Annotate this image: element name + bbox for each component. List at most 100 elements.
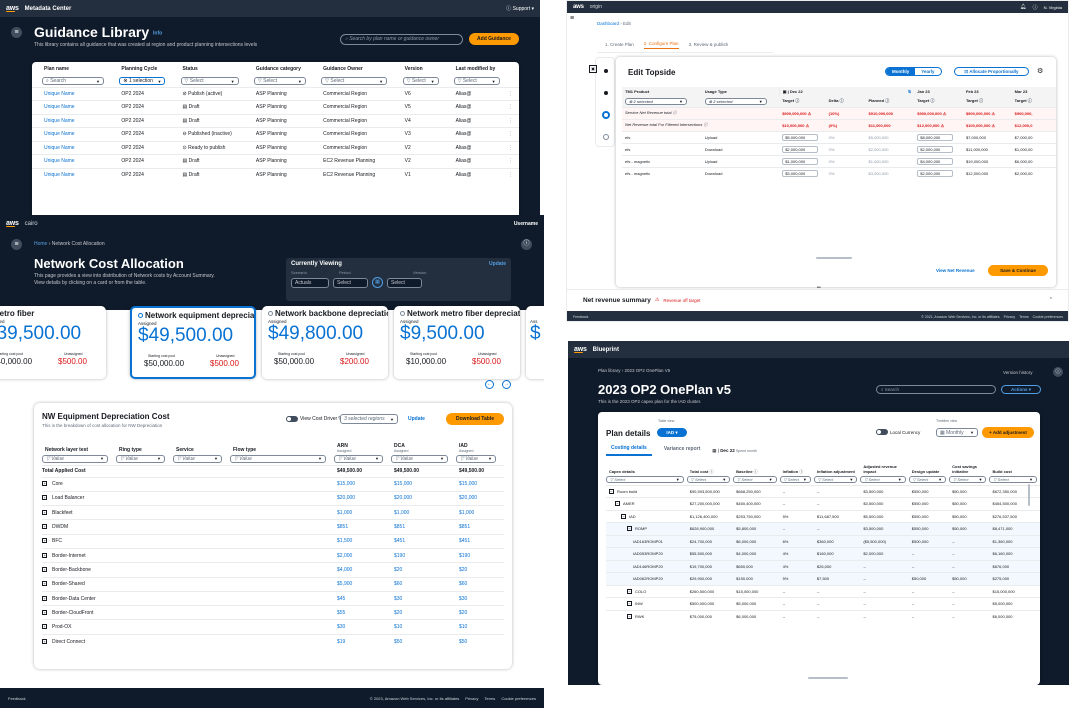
cost-card[interactable]: Metro fiberAssigned$39,500.00 Starting co… (0, 306, 106, 379)
column-filter[interactable]: ▽ Select (860, 475, 906, 483)
table-row[interactable]: + Border-Data Center $45 $30 $30 (42, 591, 504, 605)
value-cell[interactable]: $5,000,000 (785, 134, 806, 140)
collapse-icon[interactable]: ▣ (589, 65, 597, 73)
notifications-icon[interactable]: 🔔︎ (1020, 4, 1027, 10)
scrollbar[interactable] (1028, 484, 1030, 506)
card-radio[interactable] (268, 311, 273, 316)
column-filter[interactable]: ▽ Value (334, 454, 383, 463)
info-icon[interactable]: ⓘ (795, 98, 800, 104)
value-cell[interactable]: $3,000,000 (785, 170, 806, 176)
expand-icon[interactable]: − (615, 501, 620, 507)
cost-card[interactable]: Network backbone depreciation Assigned $49… (262, 306, 388, 379)
step-dot-1[interactable] (604, 69, 608, 73)
step-dot-4[interactable] (603, 134, 609, 140)
row-actions-icon[interactable]: ⋮ (507, 104, 513, 111)
table-row[interactable]: Unique Name OP2 2024 ⊘ Publish (active) ASP… (32, 87, 519, 101)
column-filter[interactable]: ▽ Select (779, 475, 811, 483)
value-cell[interactable]: $1,000,000 (785, 158, 806, 164)
privacy-link[interactable]: Privacy (465, 695, 479, 701)
value-cell[interactable]: $2,000,000 (785, 146, 806, 152)
terms-link[interactable]: Terms (484, 695, 496, 701)
column-filter[interactable]: ▽ Select (402, 77, 439, 86)
menu-icon[interactable]: ≡ (11, 27, 22, 38)
support-menu[interactable]: ⓘ Support ▾ (506, 6, 534, 12)
expand-icon[interactable]: + (42, 509, 47, 515)
aws-logo[interactable]: aws (6, 5, 19, 12)
column-header[interactable]: Build cost (992, 468, 1012, 474)
expand-icon[interactable]: − (627, 614, 632, 619)
actions-button[interactable]: Actions ▾ (1001, 385, 1041, 394)
card-radio[interactable] (138, 313, 143, 318)
info-icon[interactable]: ⓘ (839, 98, 844, 104)
search-input[interactable]: ⌕ Search by plan name or guidance owner (340, 34, 463, 45)
column-filter[interactable]: ▽ Select (733, 475, 777, 483)
table-row[interactable]: − INW $500,000,000 $5,000,000 -- -- -- -- -- $5,0… (606, 597, 1040, 611)
column-header[interactable]: Status (182, 66, 198, 72)
info-icon[interactable]: ⓘ (930, 98, 935, 104)
column-header[interactable]: Inflation adjustment (816, 468, 855, 474)
table-row[interactable]: Unique Name OP2 2024 ⊖ Published (inactive… (32, 127, 519, 142)
table-row[interactable]: + Prod-OX $30 $10 $10 (42, 619, 504, 634)
net-revenue-summary[interactable]: Net revenue summary ⚠ Revenue off target … (567, 289, 1068, 310)
view-net-link[interactable]: View Net Revenue (936, 268, 975, 273)
save-continue-button[interactable]: Save & Continue (988, 265, 1048, 276)
table-row[interactable]: + Load Balancer $20,000 $20,000 $20,000 (42, 491, 504, 505)
table-row[interactable]: efs Upload $5,000,000 0% $5,000,000 $8,000,00… (622, 131, 1056, 143)
tab-costing-details[interactable]: Costing details (606, 445, 652, 456)
cost-driver-toggle[interactable]: View Cost Driver % (286, 416, 343, 422)
info-icon[interactable]: ⓘ (979, 98, 984, 104)
help-icon[interactable]: ⓘ (1032, 4, 1038, 11)
value-cell[interactable]: $4,000,000 (920, 158, 941, 164)
cost-card[interactable]: Network equipment depreciationAssigned$4… (130, 306, 256, 379)
expand-icon[interactable]: + (42, 581, 47, 587)
expand-icon[interactable]: + (42, 538, 47, 544)
column-header[interactable]: Last modified by (455, 66, 496, 72)
column-filter[interactable]: ▽ Select (253, 77, 306, 86)
info-icon[interactable]: ⓘ (799, 468, 804, 474)
region-menu[interactable]: N. Virginia (1043, 4, 1062, 10)
value-cell[interactable]: $2,000,000 (920, 146, 941, 152)
cost-card[interactable]: Network metro fiber depreciation Assigned… (394, 306, 520, 379)
expand-icon[interactable]: + (42, 566, 47, 572)
column-header[interactable]: DCA (394, 443, 405, 449)
aws-logo[interactable]: aws (574, 346, 587, 353)
plan-name-link[interactable]: Unique Name (44, 172, 75, 178)
column-header[interactable]: Guidance Owner (323, 66, 363, 72)
step-dot-3[interactable] (602, 111, 610, 119)
table-row[interactable]: − Room build $90,593,500,000 $668,250,000 --… (606, 485, 1040, 498)
column-filter[interactable]: ▽ Select (949, 475, 987, 483)
column-filter[interactable]: ▽ Select (813, 475, 858, 483)
table-row[interactable]: − AMER $27,200,000,000 $450,400,000 -- -- $3,5… (606, 497, 1040, 511)
h-scrollbar[interactable] (808, 677, 848, 679)
info-icon[interactable]: ⓘ (703, 122, 708, 127)
expand-icon[interactable]: + (42, 595, 47, 601)
feedback-link[interactable]: Feedback (573, 315, 589, 319)
row-actions-icon[interactable]: ⋮ (507, 117, 513, 124)
update-button[interactable]: Update (408, 416, 425, 422)
table-row[interactable]: IAD062ROMP20 $29,900,000 $150,000 5% $7,500 -… (606, 572, 1040, 585)
column-filter[interactable]: ▽ Value (230, 454, 326, 463)
expand-icon[interactable]: − (609, 488, 614, 494)
calendar-icon[interactable]: ▦ (372, 277, 383, 288)
column-header[interactable]: Usage Type (704, 89, 727, 94)
table-row[interactable]: Service Net Revenue total ⓘ $900,000,000 … (622, 107, 1056, 119)
settings-icon[interactable]: ⚙ (1037, 68, 1044, 75)
menu-icon[interactable]: ≡ (11, 239, 22, 250)
step-dot-2[interactable] (604, 91, 608, 95)
column-header[interactable]: Design update (911, 468, 940, 474)
column-filter[interactable]: ⌕ Search (42, 77, 104, 86)
period-toggle[interactable]: Monthly Yearly (885, 67, 942, 76)
table-row[interactable]: Net Revenue total For Filtered Intersect… (622, 119, 1056, 131)
info-icon[interactable]: ⓘ (885, 98, 890, 104)
scenario-select[interactable]: Actuals (291, 277, 329, 288)
aws-logo[interactable]: aws (573, 4, 584, 10)
expand-icon[interactable]: − (627, 526, 632, 532)
terms-link[interactable]: Terms (1019, 315, 1029, 319)
feedback-link[interactable]: Feedback (8, 695, 26, 701)
table-row[interactable]: efs Download $2,000,000 0% $2,000,000 $2,000,… (622, 143, 1056, 155)
row-actions-icon[interactable]: ⋮ (507, 131, 513, 138)
prev-cards-icon[interactable]: ← (485, 380, 494, 389)
column-filter[interactable]: ▽ Value (42, 454, 108, 463)
info-icon[interactable]: ⓘ (672, 110, 677, 115)
table-row[interactable]: − RWK $75,000,000 $6,000,000 -- -- -- -- -- $6,00… (606, 610, 1040, 623)
